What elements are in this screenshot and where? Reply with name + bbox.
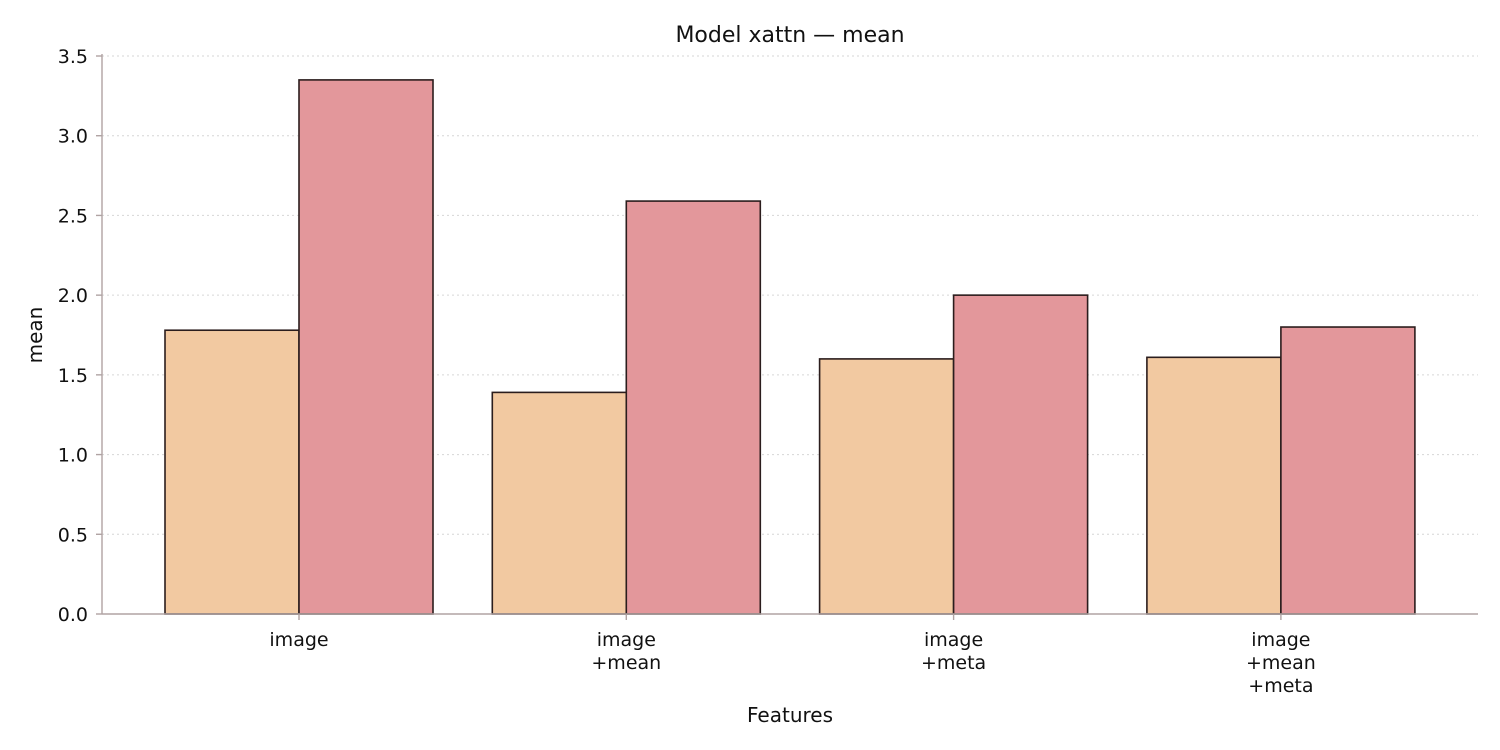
bar-series-1-category-3 — [818, 358, 955, 615]
y-axis-label: mean — [23, 307, 47, 364]
bar-series-2-category-1 — [298, 79, 434, 615]
y-tick-label: 2.0 — [58, 285, 88, 307]
chart-title: Model xattn — mean — [675, 23, 904, 48]
x-tick-label: image +mean — [591, 629, 661, 674]
y-tick-label: 3.0 — [58, 126, 88, 148]
x-tick-label: image — [269, 629, 328, 651]
axes — [96, 54, 1478, 620]
x-axis-label: Features — [747, 703, 833, 727]
bar-series-2-category-3 — [952, 294, 1089, 615]
bars — [164, 79, 1416, 615]
x-tick-label: image +mean +meta — [1246, 629, 1316, 697]
bar-series-2-category-4 — [1280, 326, 1416, 615]
bar-series-1-category-1 — [164, 329, 300, 615]
y-tick-label: 1.0 — [58, 445, 88, 467]
bar-series-1-category-4 — [1146, 356, 1282, 615]
y-tick-label: 2.5 — [58, 205, 88, 227]
y-tick-label: 3.5 — [58, 46, 88, 68]
tick-labels: 0.0 0.5 1.0 1.5 2.0 2.5 3.0 3.5 image image +mean i… — [58, 46, 1316, 697]
y-tick-label: 0.0 — [58, 604, 88, 626]
x-tick-label: image +meta — [921, 629, 986, 674]
bar-series-2-category-2 — [625, 200, 762, 615]
y-tick-label: 0.5 — [58, 524, 88, 546]
bar-series-1-category-2 — [491, 391, 628, 615]
y-tick-label: 1.5 — [58, 365, 88, 387]
